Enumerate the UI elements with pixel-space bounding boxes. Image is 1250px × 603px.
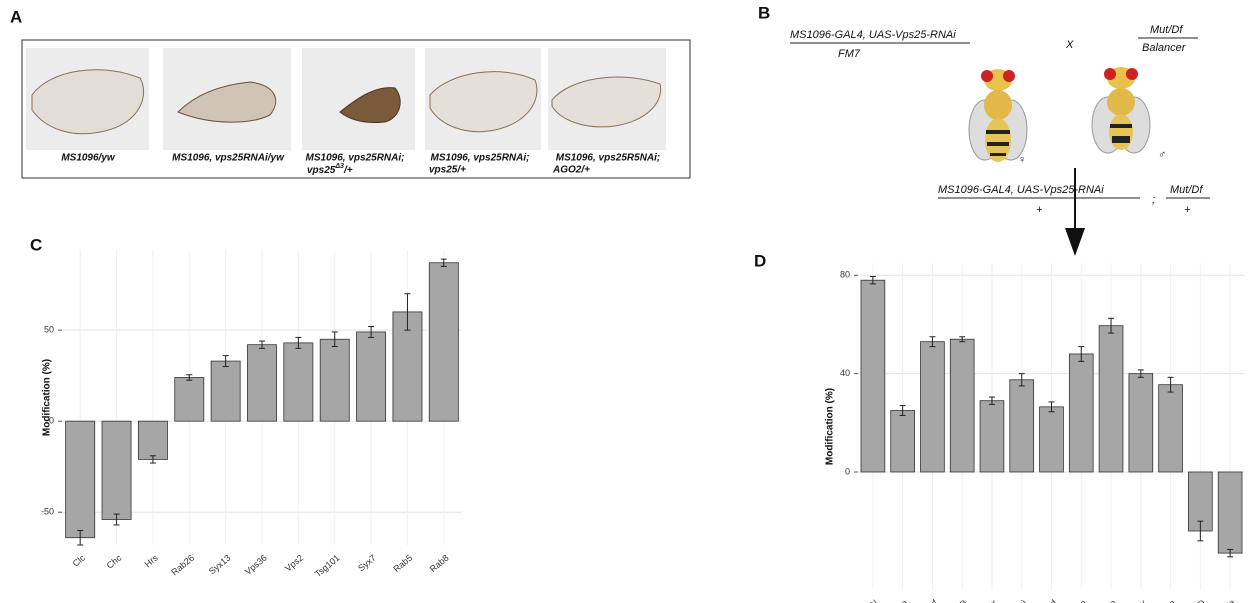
x-tick-label: Vps2 [283, 553, 305, 574]
bar [1128, 373, 1154, 473]
caption: MS1096, vps25RNAi/yw [172, 153, 285, 164]
caption: MS1096, vps25RNAi; [431, 153, 530, 164]
genotype: Mut/Df [1170, 184, 1203, 196]
wing [429, 71, 538, 133]
bar [890, 410, 915, 473]
bar [1039, 406, 1064, 473]
x-tick-label: Syx13 [207, 553, 233, 577]
bar [920, 341, 945, 473]
x-tick-label: Tsg101 [313, 553, 342, 579]
bar [65, 420, 96, 539]
x-tick-label: Rab5 [391, 553, 414, 574]
bar [247, 344, 277, 422]
y-tick-label: -50 [41, 507, 54, 517]
x-tick-label: E(spl)mB [934, 598, 969, 603]
x-tick-label: Rab8 [428, 553, 451, 574]
y-tick-label: 40 [840, 368, 850, 378]
caption: AGO2/+ [552, 165, 590, 176]
panel-label: D [754, 251, 766, 270]
bar [1009, 379, 1035, 473]
caption: MS1096, vps25R5NAi; [556, 153, 661, 164]
y-axis-label: Modification (%) [42, 359, 53, 436]
x-tick-label: Chc [105, 552, 124, 570]
fly-male [1091, 67, 1151, 154]
panel-label: B [758, 3, 770, 22]
bar [1217, 471, 1243, 554]
panel-label: C [30, 235, 42, 254]
bar [101, 420, 132, 520]
wing [177, 81, 277, 123]
x-tick-label: dome [1064, 598, 1088, 603]
sex-symbol: ♂ [1158, 149, 1166, 161]
y-tick-label: 0 [845, 466, 850, 476]
caption: vps25/+ [429, 165, 466, 176]
bar [319, 338, 350, 422]
bar [860, 279, 886, 473]
x-tick-label: N [868, 598, 879, 603]
x-tick-label: hop [1100, 598, 1118, 603]
x-tick-label: lqf [926, 597, 940, 603]
x-tick-label: tkv [1132, 597, 1148, 603]
bar [1068, 353, 1094, 473]
sex-symbol: ♀ [1018, 154, 1026, 166]
bar [356, 331, 387, 422]
x-tick-label: neur [979, 598, 999, 603]
y-tick-label: 50 [44, 324, 54, 334]
genotype: FM7 [838, 48, 861, 60]
x-tick-label: Upd [1039, 598, 1058, 603]
cross-sign: X [1065, 39, 1074, 51]
caption: vps25Δ3/+ [307, 163, 353, 176]
separator: ; [1152, 194, 1155, 206]
caption: MS1096/yw [61, 153, 116, 164]
y-tick-label: 0 [49, 416, 54, 426]
x-tick-label: Ras85D [1176, 597, 1208, 603]
x-tick-label: Syx7 [356, 553, 378, 574]
x-tick-label: Hrs [143, 552, 161, 569]
genotype: Balancer [1142, 42, 1187, 54]
caption: MS1096, vps25RNAi; [306, 153, 405, 164]
bar [428, 262, 459, 422]
genotype: MS1096-GAL4, UAS-Vps25-RNAi [938, 184, 1104, 196]
x-tick-label: Vps36 [243, 553, 269, 577]
wing [31, 69, 145, 135]
bar [283, 342, 314, 422]
x-tick-label: Wg [1220, 598, 1237, 603]
arrow-head [1065, 228, 1085, 256]
x-tick-label: Clc [71, 552, 88, 568]
bar [137, 420, 168, 460]
genotype: Mut/Df [1150, 24, 1183, 36]
panel-label: A [10, 7, 22, 26]
genotype: MS1096-GAL4, UAS-Vps25-RNAi [790, 29, 956, 41]
y-tick-label: 80 [840, 270, 850, 280]
fly-female [968, 69, 1028, 162]
bar [1158, 384, 1183, 473]
bar [174, 377, 205, 422]
genotype: + [1036, 204, 1043, 216]
genotype: + [1184, 204, 1191, 216]
bar [949, 338, 975, 473]
y-axis-label: Modification (%) [825, 388, 836, 465]
panel-frame [21, 39, 691, 179]
wing-images [26, 48, 666, 150]
bar [979, 400, 1005, 473]
bar [1098, 325, 1124, 473]
bar [210, 360, 241, 422]
x-tick-label: Su(dx) [1002, 598, 1029, 603]
x-tick-label: Sara [1156, 598, 1177, 603]
wing [339, 87, 401, 123]
x-tick-label: delta [888, 598, 909, 603]
wing [551, 76, 662, 128]
x-tick-label: Rab26 [169, 553, 196, 578]
